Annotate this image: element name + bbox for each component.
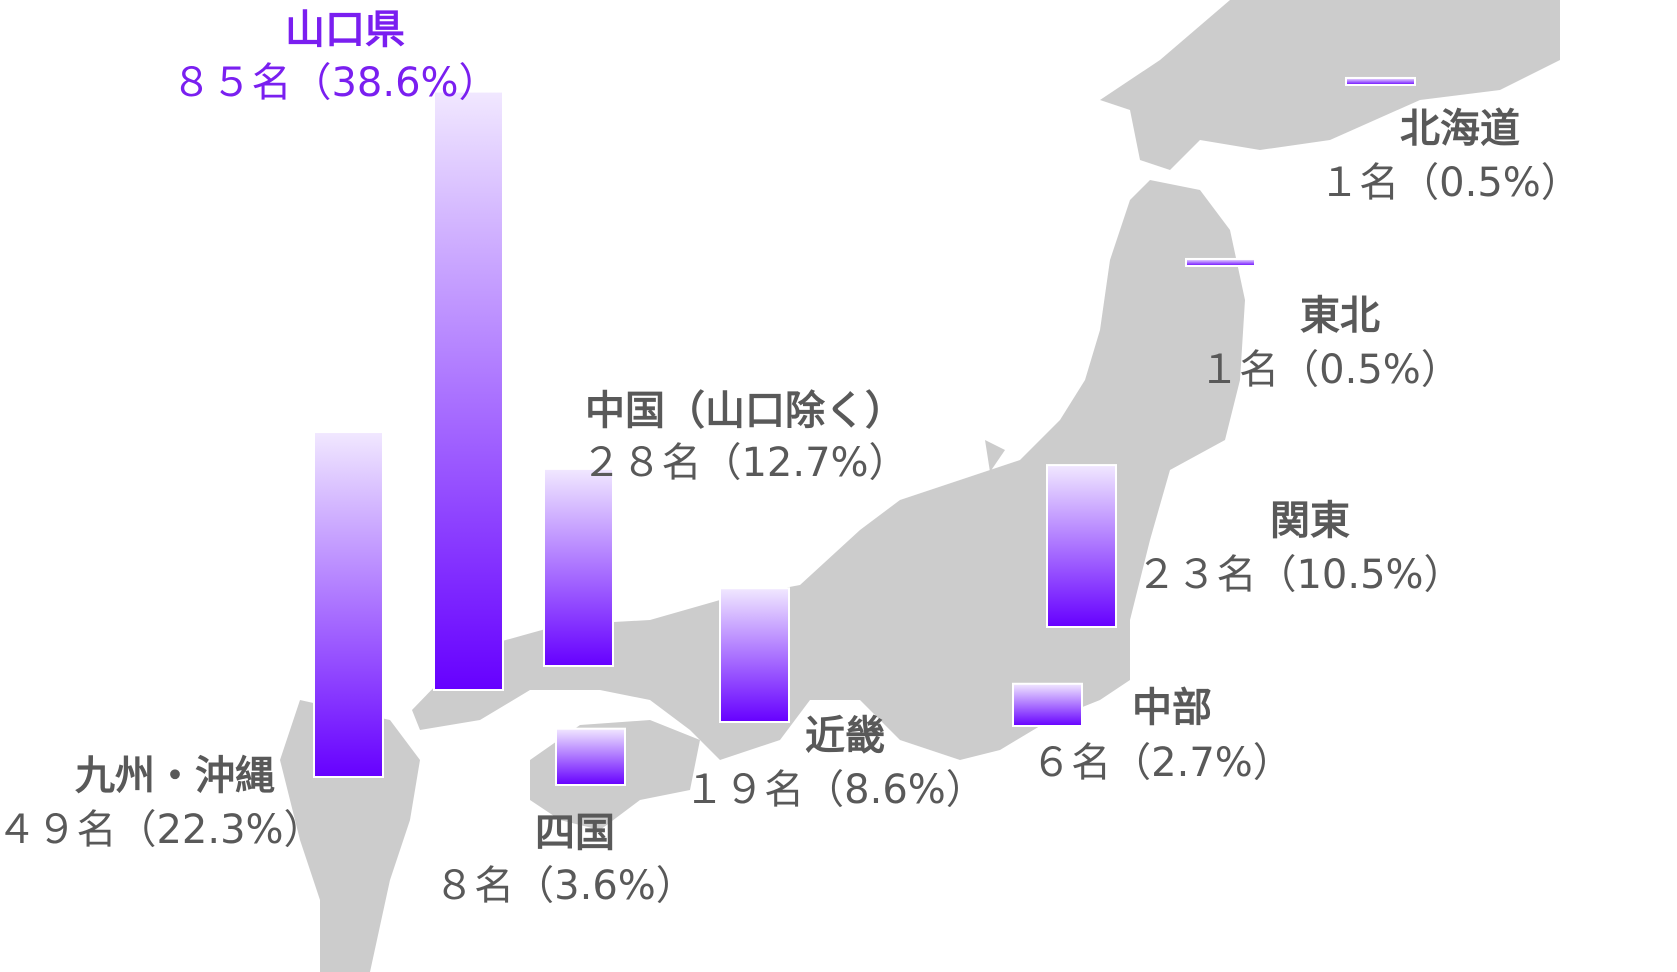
- region-name: 四国: [535, 810, 615, 856]
- sado-shape: [985, 440, 1005, 472]
- bar: [1185, 257, 1256, 267]
- bar: [1012, 682, 1083, 728]
- data-label: １名（0.5%）: [1199, 347, 1461, 393]
- data-label: ４９名（22.3%）: [0, 807, 324, 853]
- bar: [313, 431, 384, 778]
- data-label: ８名（3.6%）: [434, 863, 696, 909]
- region-name: 北海道: [1400, 106, 1520, 152]
- bar: [1046, 464, 1117, 628]
- region-name: 中部: [1132, 685, 1212, 731]
- data-label: １名（0.5%）: [1319, 160, 1581, 206]
- region-name: 東北: [1300, 293, 1380, 339]
- region-name: 中国（山口除く）: [585, 388, 905, 434]
- region-name: 九州・沖縄: [75, 753, 275, 799]
- region-name: 山口県: [285, 7, 405, 53]
- data-label: ２３名（10.5%）: [1136, 552, 1463, 598]
- bar: [433, 90, 504, 692]
- honshu-shape: [412, 180, 1245, 760]
- data-label: ６名（2.7%）: [1031, 740, 1293, 786]
- bar: [543, 467, 614, 667]
- bar: [555, 727, 626, 786]
- region-name: 関東: [1270, 498, 1350, 544]
- data-label: １９名（8.6%）: [684, 767, 986, 813]
- bar: [1345, 76, 1416, 86]
- hokkaido-shape: [1100, 0, 1560, 170]
- data-label: ８５名（38.6%）: [171, 60, 498, 106]
- region-name: 近畿: [805, 713, 885, 759]
- data-label: ２８名（12.7%）: [581, 440, 908, 486]
- bar: [719, 587, 790, 723]
